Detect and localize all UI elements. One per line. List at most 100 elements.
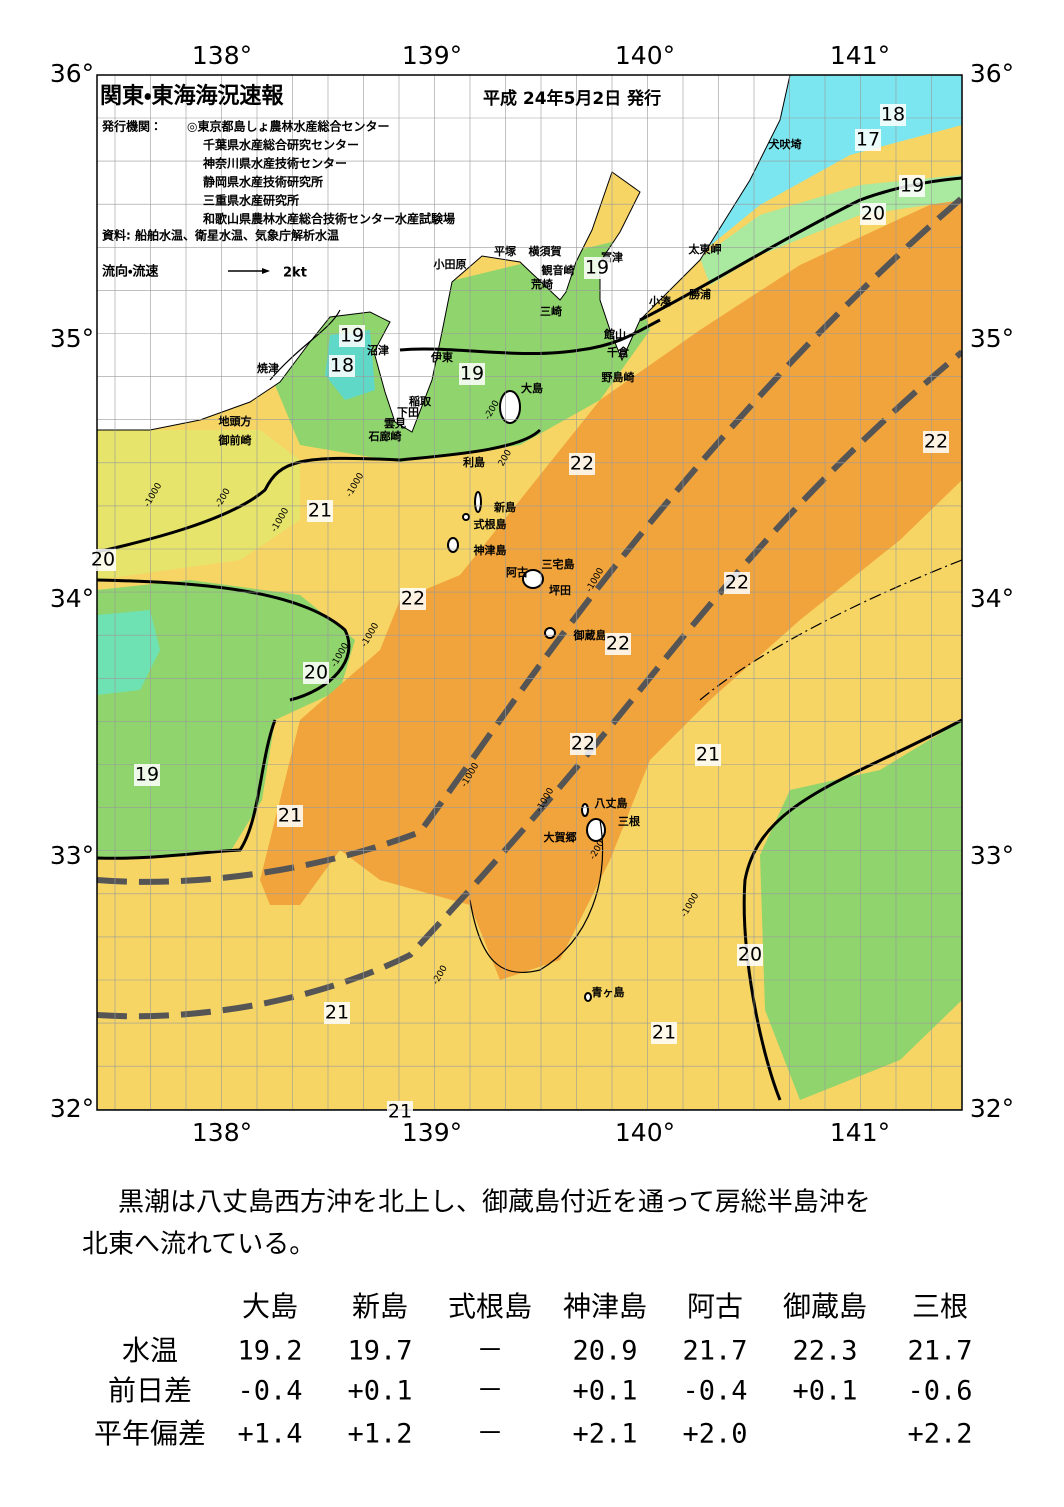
place-name: 三崎	[540, 304, 562, 318]
table-header: 大島	[242, 1290, 298, 1323]
place-name: 坪田	[549, 584, 571, 597]
temperature-label: 18	[881, 104, 905, 126]
label-bg	[724, 572, 750, 594]
place-name: 青ヶ島	[592, 985, 625, 999]
place-name: 神津島	[473, 543, 507, 557]
table-header: 阿古	[687, 1290, 743, 1323]
table-header: 神津島	[563, 1290, 647, 1323]
temperature-label: 19	[135, 764, 159, 786]
label-bg	[737, 944, 763, 966]
place-name: 大島	[521, 381, 543, 395]
temperature-label: 22	[725, 572, 749, 594]
label-bg	[277, 805, 303, 827]
label-bg	[855, 129, 881, 151]
temperature-label: 22	[401, 588, 425, 610]
islands	[447, 390, 606, 1002]
row-label: 水温	[122, 1334, 178, 1367]
label-bg	[303, 662, 329, 684]
grid	[97, 75, 962, 1110]
place-name: 地頭方	[219, 414, 252, 428]
label-bg	[400, 588, 426, 610]
place-name: 新島	[493, 500, 516, 514]
summary-line: 北東へ流れている。	[82, 1230, 315, 1260]
place-name: 阿古	[506, 565, 528, 579]
publisher: 和歌山県農林水産総合技術センター水産試験場	[202, 211, 455, 226]
table-header: 新島	[352, 1290, 408, 1323]
place-name: 焼津	[257, 361, 279, 375]
lon-label: 141°	[830, 1118, 890, 1147]
sea-zone	[760, 720, 962, 1100]
lon-label: 141°	[830, 41, 890, 70]
lat-label: 35°	[970, 324, 1014, 353]
temperature-label: 19	[460, 363, 484, 385]
place-name: 太東岬	[688, 242, 722, 256]
label-bg	[90, 549, 116, 571]
lat-label: 33°	[50, 841, 94, 870]
table-cell: 19.7	[347, 1336, 412, 1367]
table-cell: 21.7	[682, 1336, 747, 1367]
table-cell: －	[477, 1419, 504, 1450]
table-cell: +1.2	[347, 1419, 412, 1450]
temperature-label: 21	[325, 1002, 349, 1024]
place-name: 沼津	[367, 343, 389, 357]
temperature-label: 22	[924, 431, 948, 453]
lat-label: 36°	[970, 59, 1014, 88]
place-name: 観音崎	[542, 263, 575, 277]
place-name: 平塚	[494, 244, 517, 258]
lat-label: 32°	[50, 1094, 94, 1123]
place-name: 下田	[397, 406, 419, 419]
sea-zone	[260, 190, 962, 980]
lon-label: 139°	[402, 41, 462, 70]
table-cell: -0.6	[907, 1376, 972, 1407]
temperature-label: 20	[861, 203, 885, 225]
lon-label: 140°	[615, 41, 675, 70]
lat-label: 36°	[50, 59, 94, 88]
place-name: 小田原	[433, 257, 467, 271]
legend-label: 流向・流速	[102, 264, 158, 280]
title: 関東・東海海況速報	[100, 83, 284, 109]
table-cell: +0.1	[347, 1376, 412, 1407]
place-name: 八丈島	[595, 796, 628, 810]
publisher: ◎東京都島しょ農林水産総合センター	[187, 119, 389, 134]
label-bg	[570, 733, 596, 755]
label-bg	[324, 1002, 350, 1024]
lon-label: 140°	[615, 1118, 675, 1147]
temperature-label: 22	[571, 733, 595, 755]
place-name: 御前崎	[218, 433, 252, 447]
place-name: 御蔵島	[573, 628, 607, 642]
table-cell: +0.1	[572, 1376, 637, 1407]
table-header: 三根	[912, 1290, 968, 1323]
lat-label: 34°	[50, 584, 94, 613]
place-name: 館山	[603, 327, 626, 341]
place-name: 野島崎	[602, 370, 635, 384]
publisher: 静岡県水産技術研究所	[203, 174, 323, 189]
temperature-label: 21	[696, 744, 720, 766]
place-name: 伊東	[430, 350, 454, 364]
temperature-label: 20	[304, 662, 328, 684]
row-label: 前日差	[108, 1374, 192, 1407]
table-cell: 20.9	[572, 1336, 637, 1367]
table-cell: +2.1	[572, 1419, 637, 1450]
temperature-label: 19	[900, 175, 924, 197]
place-name: 三宅島	[542, 557, 575, 571]
place-name: 小湊	[648, 294, 672, 308]
label-bg	[459, 363, 485, 385]
place-name: 式根島	[474, 517, 507, 531]
row-label: 平年偏差	[94, 1417, 206, 1450]
temperature-label: 22	[570, 453, 594, 475]
temperature-label: 20	[91, 549, 115, 571]
label-bg	[899, 175, 925, 197]
sea-zone	[97, 580, 355, 860]
temperature-label: 17	[856, 129, 880, 151]
table-cell: 21.7	[907, 1336, 972, 1367]
place-name: 千倉	[607, 345, 630, 359]
lon-label: 138°	[192, 41, 252, 70]
sea-zone	[97, 610, 160, 695]
label-bg	[134, 764, 160, 786]
place-name: 利島	[463, 455, 485, 469]
label-bg	[651, 1022, 677, 1044]
map-frame	[96, 74, 963, 1111]
table-cell: －	[477, 1336, 504, 1367]
place-name: 犬吠埼	[769, 137, 802, 151]
temperature-label: 19	[585, 257, 609, 279]
